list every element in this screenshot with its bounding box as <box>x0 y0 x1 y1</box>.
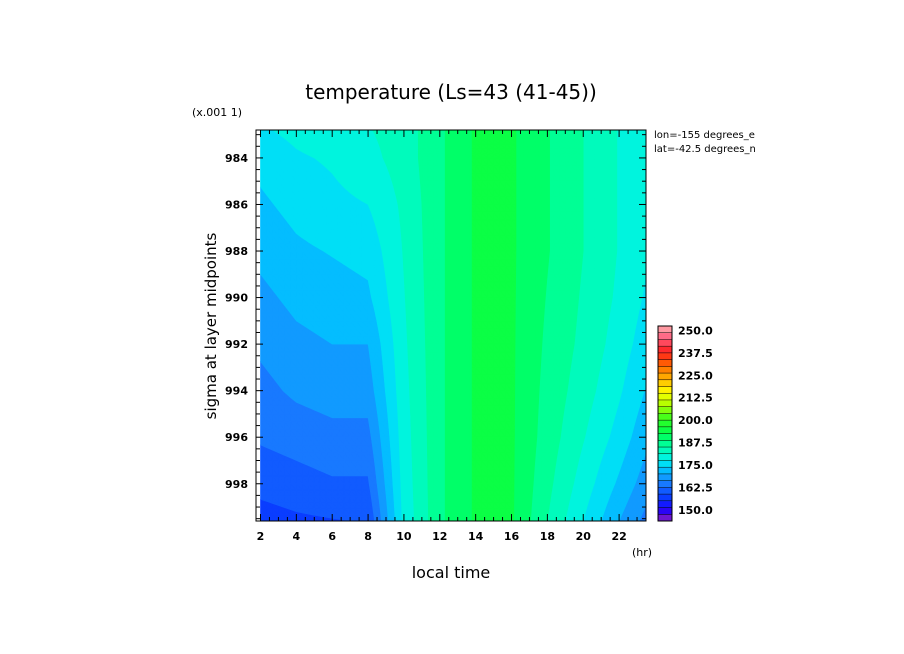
colorbar-swatch <box>658 406 672 414</box>
colorbar-swatch <box>658 473 672 482</box>
x-tick-label: 2 <box>257 530 265 543</box>
colorbar-swatch <box>658 413 672 421</box>
x-axis-label: local time <box>412 563 491 582</box>
colorbar-swatch <box>658 426 672 434</box>
colorbar-swatch <box>658 447 672 455</box>
colorbar-swatch <box>658 460 672 468</box>
colorbar-swatch <box>658 467 672 475</box>
colorbar-swatch <box>658 494 672 502</box>
x-tick-label: 6 <box>328 530 336 543</box>
y-tick-label: 996 <box>225 431 248 444</box>
colorbar-swatch <box>658 420 672 428</box>
colorbar-label: 250.0 <box>678 324 713 337</box>
colorbar-swatch <box>658 514 672 522</box>
colorbar-swatch <box>658 453 672 461</box>
x-axis: 2 4 6 8 10 12 14 16 18 20 22 <box>257 130 638 543</box>
colorbar-label: 225.0 <box>678 369 713 382</box>
colorbar: 150.0 162.5 175.0 187.5 200.0 212.5 225.0 237.5… <box>657 324 713 522</box>
x-tick-label: 18 <box>540 530 555 543</box>
colorbar-swatch <box>658 352 672 361</box>
colorbar-swatch <box>658 440 672 448</box>
colorbar-swatch <box>658 332 672 340</box>
x-tick-label: 4 <box>293 530 301 543</box>
y-tick-label: 998 <box>225 478 248 491</box>
colorbar-swatch <box>658 379 672 387</box>
colorbar-swatch <box>658 326 672 334</box>
contour-band-9 <box>272 130 646 521</box>
y-tick-label: 994 <box>225 385 248 398</box>
colorbar-label: 187.5 <box>678 437 713 450</box>
colorbar-swatch <box>658 386 672 394</box>
colorbar-swatch <box>658 507 672 515</box>
y-tick-label: 986 <box>225 198 248 211</box>
x-tick-label: 8 <box>364 530 372 543</box>
colorbar-swatch <box>658 399 672 408</box>
colorbar-swatch <box>658 346 672 354</box>
colorbar-swatch <box>658 500 672 508</box>
y-axis: 984 986 988 990 992 994 996 998 <box>225 134 646 520</box>
contour-band-11 <box>417 130 584 521</box>
x-tick-label: 20 <box>576 530 592 543</box>
colorbar-label: 200.0 <box>678 414 713 427</box>
lat-annotation: lat=-42.5 degrees_n <box>654 144 756 155</box>
plot-frame <box>255 129 647 522</box>
y-tick-label: 992 <box>225 338 248 351</box>
chart-title: temperature (Ls=43 (41-45)) <box>305 80 597 104</box>
y-axis-label: sigma at layer midpoints <box>202 232 220 419</box>
colorbar-swatch <box>658 339 672 347</box>
x-tick-label: 16 <box>504 530 520 543</box>
colorbar-label: 175.0 <box>678 459 713 472</box>
colorbar-label: 150.0 <box>678 504 713 517</box>
x-tick-label: 14 <box>468 530 484 543</box>
x-tick-label: 12 <box>432 530 447 543</box>
lon-annotation: lon=-155 degrees_e <box>654 130 755 141</box>
colorbar-swatch <box>658 480 672 488</box>
contour-band-13 <box>471 130 517 521</box>
y-tick-label: 988 <box>225 245 248 258</box>
colorbar-swatch <box>658 487 672 495</box>
colorbar-swatch <box>658 393 672 401</box>
colorbar-label: 162.5 <box>678 481 713 494</box>
colorbar-frame <box>657 325 673 522</box>
contour-fill-layer <box>260 130 646 521</box>
y-tick-label: 990 <box>225 292 248 305</box>
colorbar-swatch <box>658 366 672 374</box>
colorbar-label: 212.5 <box>678 392 713 405</box>
colorbar-swatch <box>658 373 672 381</box>
x-tick-label: 22 <box>611 530 626 543</box>
colorbar-swatch <box>658 433 672 441</box>
contour-band-12 <box>444 130 550 521</box>
x-tick-label: 10 <box>396 530 412 543</box>
colorbar-swatch <box>658 359 672 367</box>
x-unit-label: (hr) <box>632 546 652 559</box>
y-multiplier-label: (x.001 1) <box>192 106 242 119</box>
colorbar-label: 237.5 <box>678 347 713 360</box>
y-tick-label: 984 <box>225 152 248 165</box>
